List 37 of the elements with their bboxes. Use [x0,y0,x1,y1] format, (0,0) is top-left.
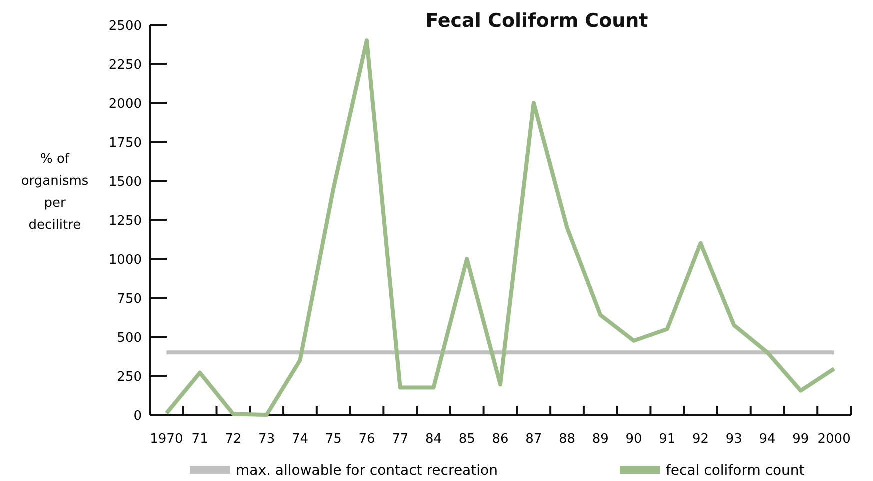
x-tick-label: 2000 [818,432,851,447]
legend-label: max. allowable for contact recreation [236,463,498,479]
x-tick-label: 85 [458,432,476,447]
x-tick-label: 74 [292,432,308,447]
y-tick-label: 2500 [108,19,142,34]
y-tick-label: 750 [117,292,142,307]
y-tick-label: 500 [117,331,142,346]
y-tick-label: 0 [134,409,142,424]
legend-label: fecal coliform count [666,463,806,479]
x-tick-label: 89 [592,432,609,447]
x-tick-label: 93 [726,432,742,447]
x-tick-label: 73 [258,432,276,447]
x-tick-label: 76 [358,432,376,447]
x-tick-label: 72 [225,432,242,447]
x-tick-label: 88 [558,432,576,447]
chart-title: Fecal Coliform Count [426,10,648,32]
x-tick-label: 84 [425,432,442,447]
x-tick-label: 94 [759,432,776,447]
y-tick-label: 1500 [108,175,142,190]
y-tick-label: 2250 [108,58,142,73]
x-tick-label: 92 [692,432,710,447]
y-tick-label: 1000 [108,253,142,268]
x-tick-label: 86 [492,432,509,447]
x-tick-label: 91 [659,432,676,447]
x-tick-label: 99 [792,432,810,447]
x-tick-label: 75 [325,432,342,447]
x-tick-label: 77 [392,432,409,447]
line-series [164,38,836,417]
y-tick-label: 2000 [108,97,142,112]
x-tick-label: 90 [626,432,642,447]
x-tick-label: 1970 [150,432,184,447]
y-tick-label: 1250 [108,214,142,229]
y-tick-label: 250 [117,370,142,385]
y-tick-label: 1750 [108,136,142,151]
y-axis-title: % of organisms per decilitre [21,152,89,233]
x-tick-label: 87 [526,432,542,447]
x-tick-label: 71 [192,432,208,447]
